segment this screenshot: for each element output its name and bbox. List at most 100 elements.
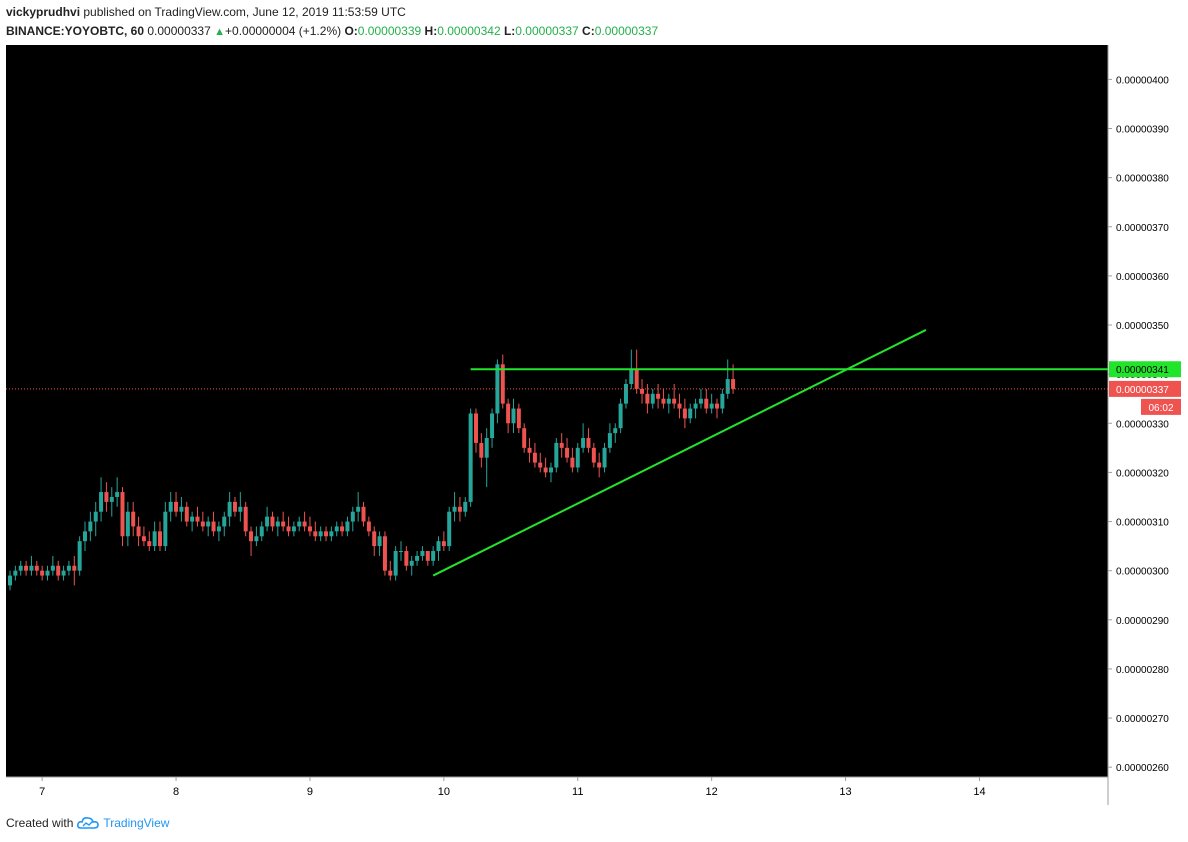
candle: [179, 496, 184, 522]
author-name[interactable]: vickyprudhvi: [6, 5, 81, 19]
footer: Created with TradingView: [6, 816, 169, 830]
candle: [147, 531, 152, 552]
candle-body: [570, 457, 575, 468]
candle-body: [500, 364, 505, 404]
candle: [709, 393, 714, 414]
chart-header: vickyprudhvi published on TradingView.co…: [6, 4, 1178, 44]
candle: [190, 511, 195, 532]
candle: [211, 511, 216, 537]
candle: [141, 526, 146, 547]
candle: [645, 383, 650, 414]
candle: [157, 521, 162, 552]
candle: [388, 560, 393, 581]
candle: [698, 388, 703, 409]
price-tick-label: 0.00000330: [1116, 419, 1169, 430]
symbol-name[interactable]: BINANCE:YOYOBTC, 60: [6, 24, 145, 38]
candle-body: [720, 393, 725, 409]
candle: [570, 447, 575, 473]
candle: [484, 428, 489, 488]
low-value: 0.00000337: [515, 24, 579, 38]
candle-body: [645, 393, 650, 404]
candle-body: [543, 467, 548, 473]
candle: [136, 516, 141, 547]
candle-body: [50, 565, 55, 571]
candle: [243, 501, 248, 537]
price-tick-label: 0.00000360: [1116, 272, 1169, 283]
candle-body: [281, 521, 286, 527]
candle: [500, 354, 505, 409]
countdown-tag: [1141, 398, 1181, 415]
price-tick-label: 0.00000380: [1116, 174, 1169, 185]
candle-body: [99, 492, 104, 512]
high-value: 0.00000342: [437, 24, 501, 38]
price-tick-label: 0.00000350: [1116, 321, 1169, 332]
time-axis-panel[interactable]: [6, 777, 1182, 805]
price-tick-label: 0.00000270: [1116, 714, 1169, 725]
candle: [184, 501, 189, 527]
price-tick-label: 0.00000280: [1116, 665, 1169, 676]
candle-body: [409, 560, 414, 566]
candle: [104, 482, 109, 512]
candle-body: [302, 521, 307, 527]
candle: [565, 438, 570, 463]
candle-body: [190, 516, 195, 522]
time-tick-label: 11: [572, 786, 583, 798]
candle: [356, 492, 361, 522]
tradingview-brand[interactable]: TradingView: [103, 816, 170, 830]
candle-body: [650, 393, 655, 404]
candle-body: [163, 511, 168, 547]
candle: [404, 546, 409, 571]
candle-body: [640, 388, 645, 394]
candle-body: [656, 393, 661, 399]
candle-body: [334, 526, 339, 532]
candle-body: [490, 413, 495, 439]
candle: [473, 408, 478, 453]
candle-body: [463, 501, 468, 512]
price-tick-label: 0.00000390: [1116, 125, 1169, 136]
candle: [329, 526, 334, 542]
symbol-line: BINANCE:YOYOBTC, 60 0.00000337 ▲+0.00000…: [6, 23, 1178, 40]
candle-body: [77, 541, 82, 571]
candle-body: [104, 492, 109, 502]
candle-body: [115, 492, 120, 497]
chart-frame[interactable]: 0.00000400 0.00000390 0.00000380 0.00000370…: [6, 45, 1182, 805]
candle: [447, 506, 452, 552]
candle-body: [618, 403, 623, 429]
candle-body: [495, 364, 500, 414]
candle: [334, 521, 339, 537]
candle: [366, 516, 371, 537]
candle-body: [179, 506, 184, 512]
candle-body: [682, 408, 687, 419]
drawings-layer[interactable]: [6, 329, 1108, 577]
current-price-label: 0.00000337: [1116, 385, 1169, 396]
candle-body: [147, 541, 152, 547]
candle: [249, 526, 254, 556]
candle: [490, 408, 495, 448]
candle: [415, 551, 420, 566]
candle-body: [307, 526, 312, 532]
candle: [591, 442, 596, 468]
candle-body: [45, 570, 50, 576]
candle: [581, 423, 586, 453]
candle: [393, 546, 398, 581]
candle-body: [56, 565, 61, 576]
up-arrow-icon: ▲: [214, 26, 226, 38]
candle-body: [93, 511, 98, 522]
candle-body: [34, 565, 39, 571]
candle: [318, 526, 323, 542]
candle: [656, 383, 661, 409]
candle: [607, 423, 612, 453]
candle-body: [366, 521, 371, 532]
price-tick-label: 0.00000290: [1116, 616, 1169, 627]
candle-body: [350, 511, 355, 522]
candle-body: [586, 438, 591, 448]
candle-body: [634, 369, 639, 389]
price-chart[interactable]: 0.00000400 0.00000390 0.00000380 0.00000370…: [6, 45, 1182, 805]
candle: [18, 560, 23, 576]
candle: [227, 492, 232, 527]
candle: [216, 521, 221, 542]
candle: [436, 536, 441, 561]
candle-body: [195, 516, 200, 522]
ascending-trendline[interactable]: [432, 329, 927, 577]
candle-body: [602, 447, 607, 468]
